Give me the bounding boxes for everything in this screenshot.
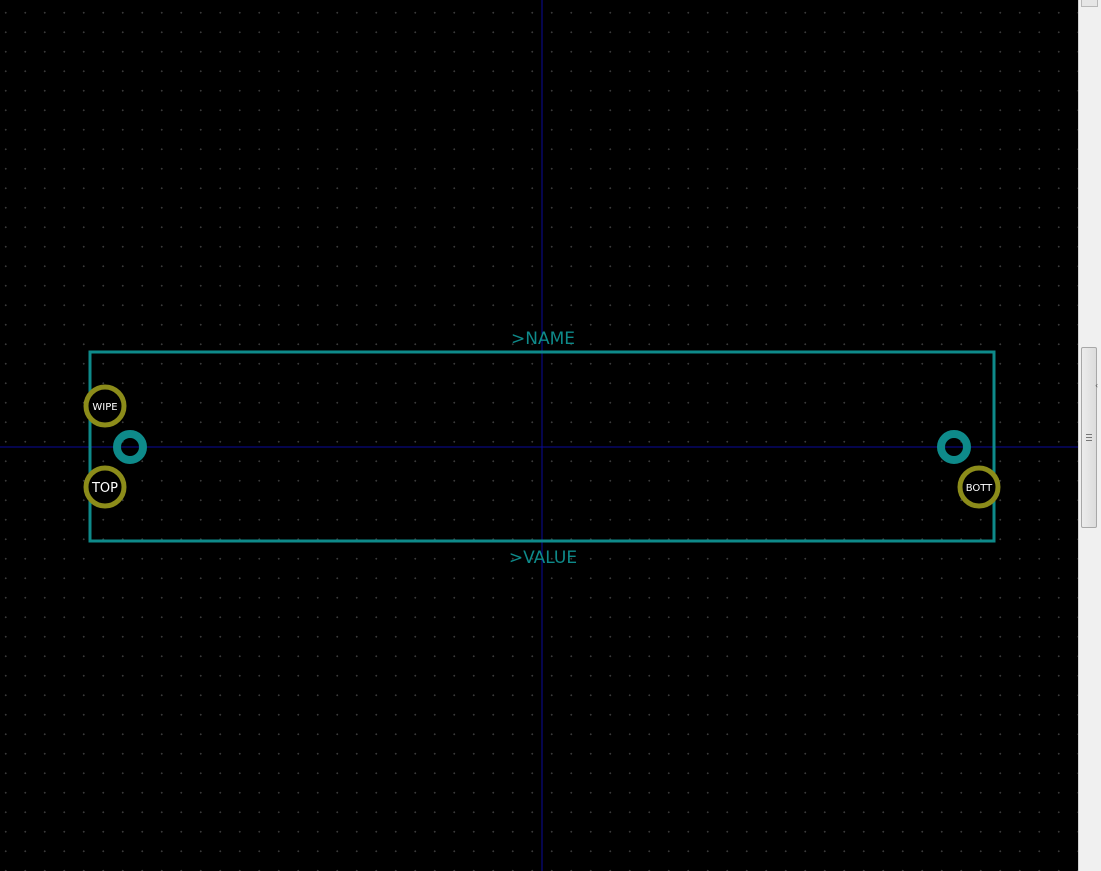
name-label[interactable]: >NAME	[511, 329, 575, 349]
left-hole[interactable]	[113, 430, 147, 464]
pad-label-top: TOP	[91, 481, 118, 496]
scroll-up-icon[interactable]	[1081, 0, 1098, 7]
pad-label-bott: BOTT	[966, 483, 993, 494]
grip-lines-icon	[1086, 434, 1092, 441]
right-hole[interactable]	[937, 430, 971, 464]
pad-wipe[interactable]: WIPE	[83, 384, 127, 428]
pad-top[interactable]: TOP	[83, 465, 127, 509]
footprint-drawing: >NAME >VALUE WIPE TOP BOTT	[0, 0, 1078, 871]
pcb-editor-canvas[interactable]: >NAME >VALUE WIPE TOP BOTT	[0, 0, 1078, 871]
pad-label-wipe: WIPE	[92, 402, 117, 413]
scrollbar-thumb[interactable]	[1081, 347, 1097, 528]
value-label[interactable]: >VALUE	[509, 548, 577, 568]
vertical-scrollbar[interactable]	[1078, 0, 1101, 871]
component-outline[interactable]	[88, 350, 996, 543]
chevron-left-icon: ‹	[1095, 381, 1099, 390]
pad-bott[interactable]: BOTT	[957, 465, 1001, 509]
